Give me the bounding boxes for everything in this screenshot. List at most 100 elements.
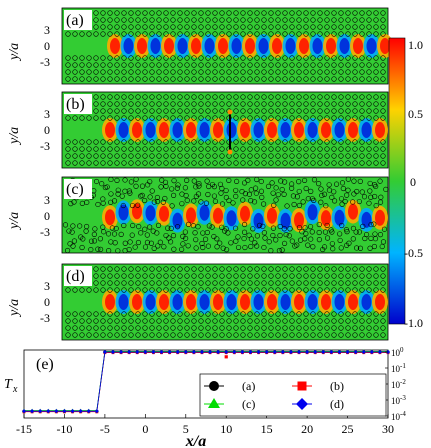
hole-175 (324, 115, 330, 121)
point-(d)-22 (321, 349, 326, 355)
hole-250 (205, 318, 211, 324)
hole-289 (157, 239, 163, 245)
hole-181 (366, 287, 372, 293)
hole-16 (177, 94, 183, 100)
hole-289 (156, 153, 162, 159)
hole-102 (135, 24, 141, 30)
point-(d)-25 (345, 349, 350, 355)
hole-194 (135, 311, 141, 317)
hole-lattice-b (65, 94, 386, 166)
hole-320 (373, 153, 379, 159)
hole-142 (95, 201, 101, 208)
hole-45 (380, 94, 386, 100)
hole-279 (88, 238, 95, 244)
hole-17 (184, 94, 190, 100)
hole-123 (282, 280, 288, 286)
hole-235 (100, 146, 106, 152)
hole-158 (203, 200, 210, 206)
hole-310 (303, 69, 309, 75)
hole-332 (135, 332, 141, 338)
hole-147 (128, 31, 134, 37)
hole-121 (270, 190, 276, 196)
hole-184 (65, 55, 71, 61)
hole-310 (303, 153, 309, 159)
hole-167 (268, 115, 274, 121)
hole-56 (133, 183, 139, 189)
hole-216 (289, 55, 295, 61)
chart-xticks: -15 -10 -5 0 5 10 15 20 25 30 (16, 414, 394, 436)
hole-303 (252, 240, 258, 246)
hole-107 (170, 192, 177, 198)
wave-pattern-c (102, 199, 388, 233)
hole-361 (338, 160, 344, 166)
hole-96 (93, 24, 99, 30)
hole-122 (275, 108, 281, 114)
hole-309 (296, 69, 302, 75)
hole-140 (79, 31, 85, 37)
hole-306 (275, 153, 281, 159)
hole-331 (128, 160, 134, 166)
colorbar-tick-m1: -1.0 (404, 316, 423, 330)
hole-36 (317, 266, 323, 272)
hole-234 (91, 231, 97, 237)
hole-83 (326, 187, 333, 193)
hole-234 (93, 318, 99, 324)
hole-181 (366, 31, 372, 37)
hole-157 (198, 287, 204, 293)
hole-224 (345, 311, 351, 317)
hole-88 (359, 189, 365, 195)
point-(d)-1 (151, 349, 156, 355)
hole-190 (107, 55, 113, 61)
hole-117 (242, 191, 249, 197)
hole-35 (310, 10, 316, 16)
hole-111 (198, 108, 204, 114)
hole-77 (282, 101, 288, 107)
hole-64 (191, 17, 197, 23)
hole-100 (121, 280, 127, 286)
hole-89 (366, 273, 372, 279)
hole-105 (156, 280, 162, 286)
hole-216 (287, 226, 293, 232)
hole-179 (352, 115, 358, 121)
hole-248 (192, 230, 198, 236)
hole-211 (254, 311, 260, 317)
hole-31 (282, 266, 288, 272)
hole-60 (163, 183, 169, 189)
hole-57 (142, 17, 148, 23)
hole-39 (339, 180, 346, 186)
hole-281 (97, 236, 103, 242)
hole-331 (128, 76, 134, 82)
hole-194 (135, 55, 141, 61)
hole-166 (261, 115, 267, 121)
hole-243 (156, 146, 162, 152)
hole-338 (177, 160, 183, 166)
hole-137 (380, 108, 386, 114)
hole-125 (296, 108, 302, 114)
hole-357 (310, 76, 316, 82)
hole-125 (296, 280, 302, 286)
hole-74 (261, 273, 267, 279)
hole-139 (72, 115, 78, 121)
hole-212 (261, 139, 267, 145)
hole-244 (163, 146, 169, 152)
hole-87 (352, 101, 358, 107)
hole-195 (142, 139, 148, 145)
hole-301 (240, 153, 246, 159)
hole-196 (147, 224, 153, 230)
hole-326 (93, 160, 99, 166)
hole-67 (212, 273, 218, 279)
hole-38 (331, 94, 337, 100)
hole-227 (368, 221, 374, 228)
hole-12 (149, 94, 155, 100)
hole-293 (184, 325, 190, 331)
hole-290 (163, 69, 169, 75)
hole-115 (226, 24, 232, 30)
hole-180 (359, 31, 365, 37)
hole-349 (254, 160, 260, 166)
hole-199 (168, 225, 174, 231)
hole-257 (254, 233, 260, 239)
hole-67 (212, 101, 218, 107)
hole-131 (338, 280, 344, 286)
hole-110 (191, 24, 197, 30)
hole-238 (121, 146, 127, 152)
